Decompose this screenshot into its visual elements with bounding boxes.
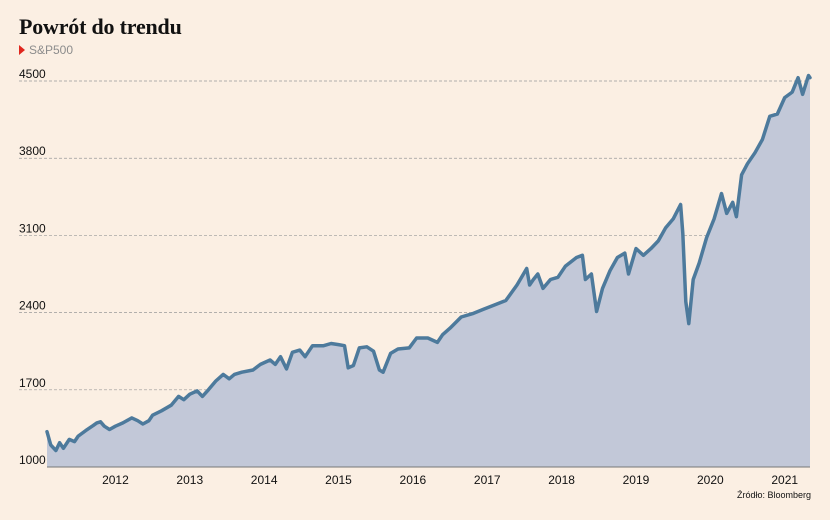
y-axis-ticks: 1000 1700 2400 3100 3800 4500 bbox=[19, 67, 46, 467]
y-tick-label: 3800 bbox=[19, 144, 46, 158]
x-tick-label: 2021 bbox=[771, 473, 798, 487]
y-tick-label: 1700 bbox=[19, 376, 46, 390]
x-tick-label: 2017 bbox=[474, 473, 501, 487]
y-tick-label: 3100 bbox=[19, 221, 46, 235]
y-tick-label: 2400 bbox=[19, 299, 46, 313]
y-tick-label: 4500 bbox=[19, 67, 46, 81]
x-axis-ticks: 2012 2013 2014 2015 2016 2017 2018 2019 2020 2021 bbox=[102, 473, 798, 487]
x-tick-label: 2013 bbox=[176, 473, 203, 487]
x-tick-label: 2015 bbox=[325, 473, 352, 487]
series-line bbox=[45, 73, 812, 453]
plot-area bbox=[45, 73, 812, 467]
chart-title: Powrót do trendu bbox=[19, 14, 182, 39]
area-fill bbox=[47, 75, 810, 467]
x-tick-label: 2014 bbox=[251, 473, 278, 487]
source-note: Źródło: Bloomberg bbox=[736, 490, 811, 500]
y-tick-label: 1000 bbox=[19, 453, 46, 467]
x-tick-label: 2020 bbox=[697, 473, 724, 487]
x-tick-label: 2018 bbox=[548, 473, 575, 487]
x-tick-label: 2019 bbox=[623, 473, 650, 487]
legend: S&P500 bbox=[19, 43, 73, 57]
x-tick-label: 2012 bbox=[102, 473, 129, 487]
legend-marker-icon bbox=[19, 45, 25, 55]
x-tick-label: 2016 bbox=[400, 473, 427, 487]
legend-series-label: S&P500 bbox=[29, 43, 74, 57]
